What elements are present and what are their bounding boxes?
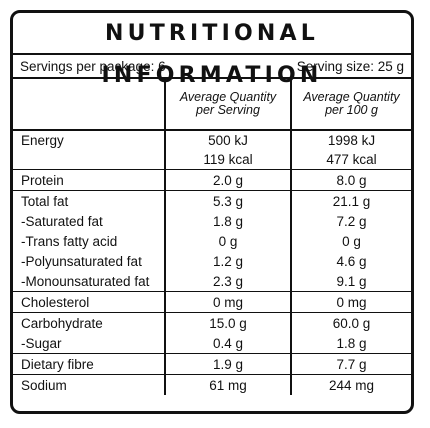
- servings-per-package: Servings per package: 6: [20, 58, 166, 74]
- table-row: Carbohydrate 15.0 g 60.0 g: [13, 312, 411, 333]
- serving-size: Serving size: 25 g: [296, 58, 404, 74]
- table-header-row: Average Quantity per Serving Average Qua…: [13, 79, 411, 131]
- table-row: -Sugar 0.4 g 1.8 g: [13, 333, 411, 354]
- value-per-100g: 4.6 g: [290, 251, 411, 271]
- row-label: Energy: [21, 133, 64, 148]
- row-label: Protein: [13, 169, 165, 191]
- value-per-serving: 1.8 g: [164, 211, 291, 231]
- row-label: Sodium: [13, 374, 165, 395]
- energy-kj-serving: 500 kJ: [208, 133, 248, 148]
- energy-kcal-100g: 477 kcal: [326, 152, 377, 167]
- table-row: Sodium 61 mg 244 mg: [13, 374, 411, 395]
- row-label: -Polyunsaturated fat: [21, 253, 142, 269]
- header-per-serving-line1: Average Quantity: [179, 90, 277, 104]
- value-per-serving: 2.3 g: [164, 271, 291, 292]
- header-per-serving-line2: per Serving: [196, 103, 260, 117]
- servings-bar: Servings per package: 6 Serving size: 25…: [13, 53, 411, 79]
- value-per-100g: 21.1 g: [290, 190, 411, 211]
- value-per-100g: 1.8 g: [290, 333, 411, 354]
- value-per-serving: 1.2 g: [164, 251, 291, 271]
- value-per-100g: 244 mg: [290, 374, 411, 395]
- table-row: -Trans fatty acid 0 g 0 g: [13, 231, 411, 251]
- header-per-serving: Average Quantity per Serving: [164, 79, 291, 131]
- header-per-100g-line2: per 100 g: [325, 103, 378, 117]
- header-per-100g-line1: Average Quantity: [303, 90, 400, 104]
- value-per-100g: 9.1 g: [290, 271, 411, 292]
- value-per-serving: 2.0 g: [164, 169, 291, 191]
- header-per-100g: Average Quantity per 100 g: [290, 79, 411, 131]
- value-per-serving: 0 mg: [164, 291, 291, 313]
- header-blank-cell: [13, 79, 165, 131]
- value-per-serving: 0 g: [164, 231, 291, 251]
- energy-per-100g: 1998 kJ 477 kcal: [290, 130, 411, 170]
- table-row: Dietary fibre 1.9 g 7.7 g: [13, 353, 411, 375]
- value-per-serving: 1.9 g: [164, 353, 291, 375]
- row-label: Carbohydrate: [13, 312, 165, 333]
- row-label: Dietary fibre: [13, 353, 165, 375]
- table-row: -Saturated fat 1.8 g 7.2 g: [13, 211, 411, 231]
- value-per-100g: 0 mg: [290, 291, 411, 313]
- table-row-energy: Energy 500 kJ 119 kcal 1998 kJ 477 kcal: [13, 130, 411, 170]
- value-per-100g: 7.7 g: [290, 353, 411, 375]
- energy-kcal-serving: 119 kcal: [203, 152, 253, 167]
- row-label: Total fat: [13, 190, 165, 211]
- value-per-100g: 0 g: [290, 231, 411, 251]
- nutrition-table: Average Quantity per Serving Average Qua…: [13, 79, 411, 395]
- value-per-serving: 0.4 g: [164, 333, 291, 354]
- value-per-100g: 60.0 g: [290, 312, 411, 333]
- row-label: -Trans fatty acid: [21, 233, 118, 249]
- value-per-100g: 8.0 g: [290, 169, 411, 191]
- row-label: -Sugar: [21, 335, 62, 351]
- table-row: -Polyunsaturated fat 1.2 g 4.6 g: [13, 251, 411, 271]
- energy-kj-100g: 1998 kJ: [327, 133, 376, 148]
- row-label: Cholesterol: [13, 291, 165, 313]
- energy-per-serving: 500 kJ 119 kcal: [164, 130, 291, 170]
- nutrition-panel: NUTRITIONAL INFORMATION Servings per pac…: [10, 10, 414, 414]
- panel-title: NUTRITIONAL INFORMATION: [101, 21, 323, 88]
- value-per-100g: 7.2 g: [290, 211, 411, 231]
- table-row: Cholesterol 0 mg 0 mg: [13, 291, 411, 313]
- table-row: Protein 2.0 g 8.0 g: [13, 169, 411, 191]
- table-row: Total fat 5.3 g 21.1 g: [13, 190, 411, 211]
- table-row: -Monounsaturated fat 2.3 g 9.1 g: [13, 271, 411, 292]
- value-per-serving: 61 mg: [164, 374, 291, 395]
- value-per-serving: 15.0 g: [164, 312, 291, 333]
- row-label: -Monounsaturated fat: [21, 273, 150, 289]
- row-label: -Saturated fat: [21, 213, 103, 229]
- value-per-serving: 5.3 g: [164, 190, 291, 211]
